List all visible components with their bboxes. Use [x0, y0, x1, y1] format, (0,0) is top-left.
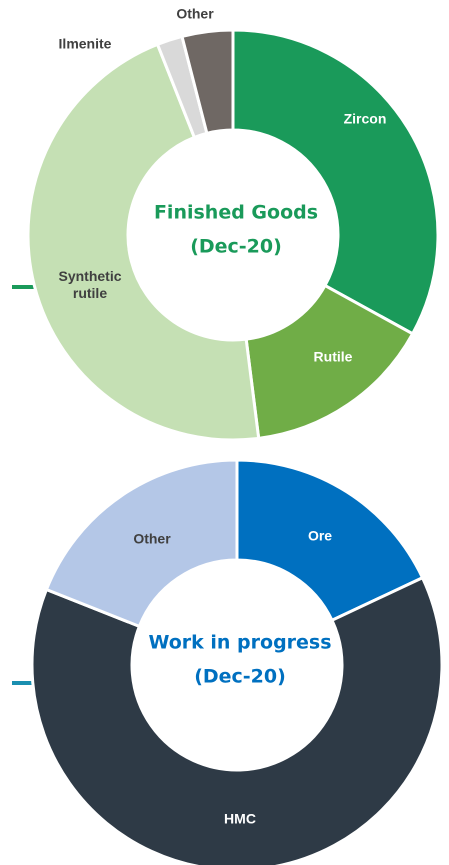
- slice-label: Rutile: [314, 349, 353, 365]
- donut-slice: [180, 28, 235, 136]
- donut-slice: [30, 575, 444, 865]
- slice-label: Zircon: [344, 111, 387, 127]
- slice-label: Other: [176, 6, 214, 22]
- donut-slice: [244, 283, 415, 441]
- donut-slice: [44, 458, 239, 629]
- slice-label: Other: [133, 531, 171, 547]
- accent-dash: [12, 681, 36, 685]
- donut-slice: [235, 458, 425, 623]
- center-subtitle: (Dec-20): [190, 236, 282, 258]
- center-subtitle: (Dec-20): [194, 666, 286, 688]
- center-title: Finished Goods: [154, 202, 318, 224]
- donut-slice: [231, 28, 440, 336]
- slice-label: Ore: [308, 528, 332, 544]
- accent-dash: [12, 285, 36, 289]
- slice-label: HMC: [224, 811, 256, 827]
- center-title: Work in progress: [148, 632, 331, 654]
- slice-label: Synthetic rutile: [58, 268, 121, 301]
- slice-label: Ilmenite: [59, 36, 112, 52]
- donut-slice: [26, 42, 261, 442]
